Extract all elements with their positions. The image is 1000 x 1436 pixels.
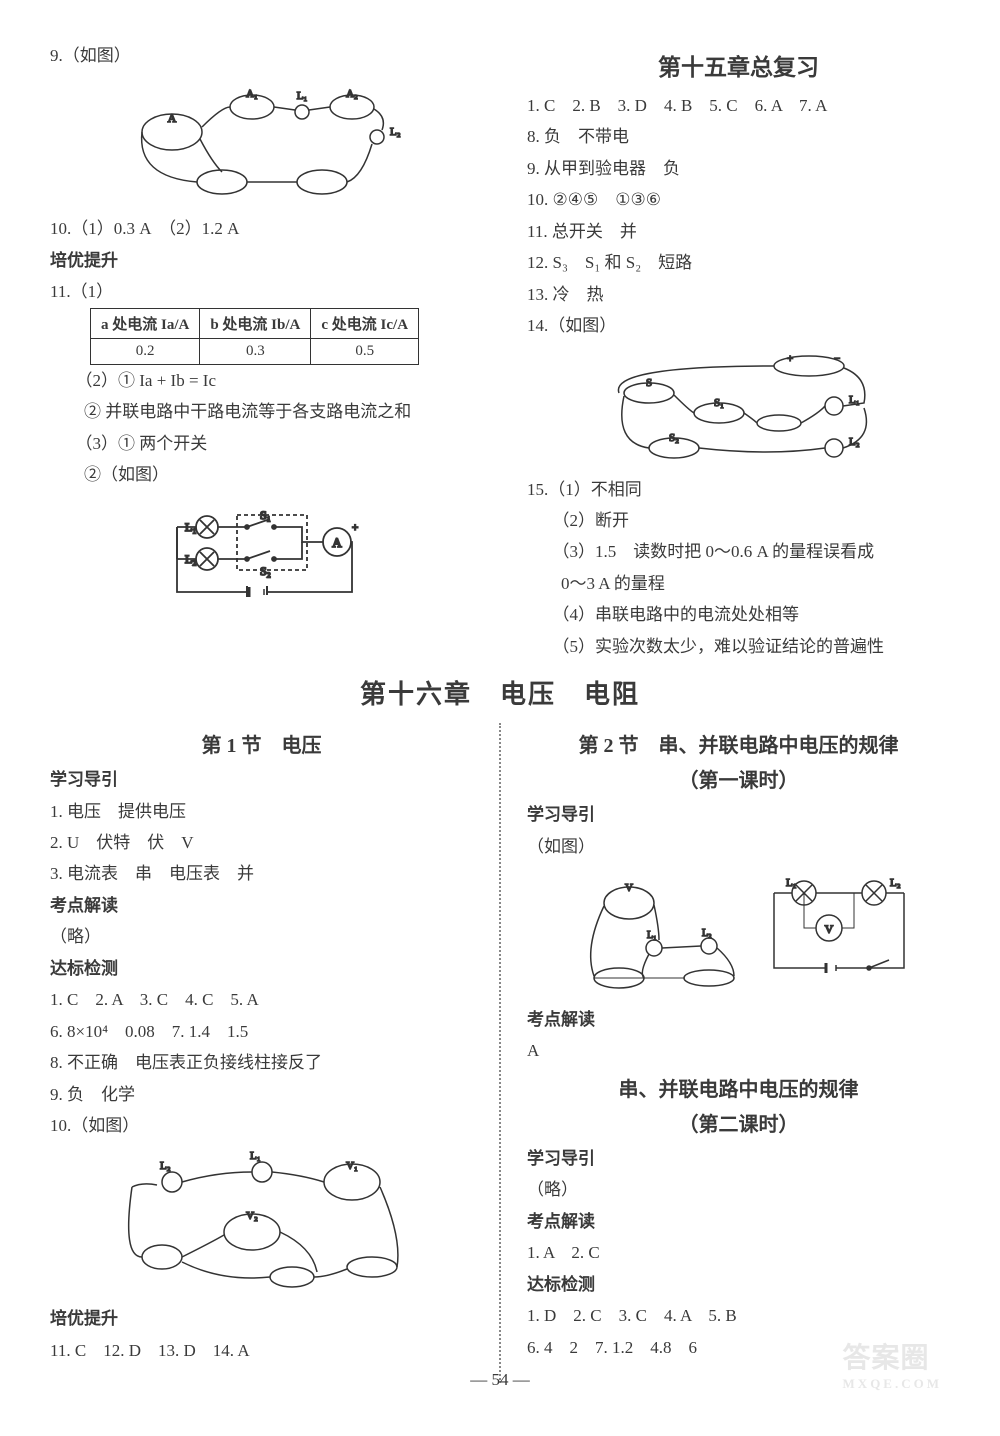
figure-q14-circuit: +− S S₁ S₂ L₁ L₂ <box>527 348 950 468</box>
ll1: 1. 电压 提供电压 <box>50 796 473 827</box>
svg-text:A: A <box>167 111 176 125</box>
q11-1: 11.（1） <box>50 276 473 307</box>
svg-text:L₁: L₁ <box>296 90 307 102</box>
ll2: 2. U 伏特 伏 V <box>50 827 473 858</box>
th-a: a 处电流 Ia/A <box>91 308 200 338</box>
q11-2a: （2）① Ia + Ib = Ic <box>50 365 473 396</box>
ll-h2: 考点解读 <box>50 890 473 921</box>
r6: 12. S₃ S₁ 和 S₂ 短路 <box>527 247 950 278</box>
figure-sec2-circuit: V L₁ L₂ L₁ <box>527 868 950 998</box>
r11: （3）1.5 读数时把 0～0.6 A 的量程误看成 <box>527 536 950 567</box>
r8: 14.（如图） <box>527 310 950 341</box>
ll10: 11. C 12. D 13. D 14. A <box>50 1335 473 1366</box>
svg-text:S₁: S₁ <box>260 508 271 522</box>
svg-text:A: A <box>332 535 342 550</box>
q11-3b: ②（如图） <box>50 459 473 490</box>
ll-h4: 培优提升 <box>50 1303 473 1334</box>
td-b: 0.3 <box>200 338 311 364</box>
lr6: 6. 4 2 7. 1.2 4.8 6 <box>527 1332 950 1363</box>
ll-h3: 达标检测 <box>50 953 473 984</box>
th-c: c 处电流 Ic/A <box>311 308 419 338</box>
lower-left-col: 第 1 节 电压 学习导引 1. 电压 提供电压 2. U 伏特 伏 V 3. … <box>50 723 473 1383</box>
lr5: 1. D 2. C 3. C 4. A 5. B <box>527 1300 950 1331</box>
ll9: 10.（如图） <box>50 1110 473 1141</box>
r9: 15.（1）不相同 <box>527 474 950 505</box>
r7: 13. 冷 热 <box>527 279 950 310</box>
svg-text:A₁: A₁ <box>246 88 258 100</box>
lr-h1: 学习导引 <box>527 799 950 830</box>
lr3: （略） <box>527 1174 950 1205</box>
upper-columns: 9.（如图） A A₁ A₂ L₁ L₂ <box>50 40 950 662</box>
figure-q11-circuit: L₁ L₂ S₁ S₂ A+ <box>50 497 473 607</box>
q10: 10.（1）0.3 A （2）1.2 A <box>50 213 473 244</box>
ll4: （略） <box>50 921 473 952</box>
svg-text:−: − <box>834 353 840 365</box>
ch15-review-title: 第十五章总复习 <box>527 48 950 82</box>
page: 9.（如图） A A₁ A₂ L₁ L₂ <box>50 40 950 1396</box>
td-c: 0.5 <box>311 338 419 364</box>
page-number: — 54 — <box>50 1370 950 1390</box>
sec2-title: 第 2 节 串、并联电路中电压的规律 <box>527 729 950 758</box>
r5: 11. 总开关 并 <box>527 216 950 247</box>
r10: （2）断开 <box>527 505 950 536</box>
svg-text:V: V <box>824 922 833 936</box>
q11-2b: ② 并联电路中干路电流等于各支路电流之和 <box>50 396 473 427</box>
svg-text:+: + <box>787 353 793 365</box>
r14: （5）实验次数太少，难以验证结论的普遍性 <box>527 631 950 662</box>
lr-h3: 学习导引 <box>527 1143 950 1174</box>
r2: 8. 负 不带电 <box>527 121 950 152</box>
td-a: 0.2 <box>91 338 200 364</box>
svg-text:V₁: V₁ <box>346 1160 358 1172</box>
svg-text:A₂: A₂ <box>346 88 358 100</box>
svg-text:S₁: S₁ <box>714 397 724 409</box>
svg-text:L₂: L₂ <box>160 1160 171 1172</box>
lr-h5: 达标检测 <box>527 1269 950 1300</box>
ll5: 1. C 2. A 3. C 4. C 5. A <box>50 984 473 1015</box>
ll6: 6. 8×10⁴ 0.08 7. 1.4 1.5 <box>50 1016 473 1047</box>
ll-h1: 学习导引 <box>50 764 473 795</box>
sec2-title2: 串、并联电路中电压的规律 <box>527 1073 950 1102</box>
lr-h2: 考点解读 <box>527 1004 950 1035</box>
svg-text:L₁: L₁ <box>647 930 657 941</box>
q11-3a: （3）① 两个开关 <box>50 428 473 459</box>
ll7: 8. 不正确 电压表正负接线柱接反了 <box>50 1047 473 1078</box>
svg-text:L₁: L₁ <box>250 1150 261 1162</box>
svg-text:S₂: S₂ <box>669 432 679 444</box>
svg-text:S: S <box>645 377 651 389</box>
svg-text:V: V <box>625 882 633 894</box>
svg-text:L₂: L₂ <box>390 126 401 138</box>
svg-text:L₂: L₂ <box>890 877 901 889</box>
svg-text:V₂: V₂ <box>246 1210 258 1222</box>
ll8: 9. 负 化学 <box>50 1079 473 1110</box>
ll3: 3. 电流表 串 电压表 并 <box>50 858 473 889</box>
q9: 9.（如图） <box>50 40 473 71</box>
lower-columns: 第 1 节 电压 学习导引 1. 电压 提供电压 2. U 伏特 伏 V 3. … <box>50 723 950 1383</box>
lr4: 1. A 2. C <box>527 1237 950 1268</box>
r13: （4）串联电路中的电流处处相等 <box>527 599 950 630</box>
r12: 0～3 A 的量程 <box>527 568 950 599</box>
figure-q9-circuit: A A₁ A₂ L₁ L₂ <box>50 77 473 207</box>
upper-left-col: 9.（如图） A A₁ A₂ L₁ L₂ <box>50 40 473 662</box>
heading-peiyou: 培优提升 <box>50 245 473 276</box>
svg-text:L₁: L₁ <box>786 877 797 889</box>
figure-q10-circuit: L₂ L₁ V₁ V₂ <box>50 1147 473 1297</box>
upper-right-col: 第十五章总复习 1. C 2. B 3. D 4. B 5. C 6. A 7.… <box>527 40 950 662</box>
q11-table: a 处电流 Ia/A b 处电流 Ib/A c 处电流 Ic/A 0.2 0.3… <box>90 308 419 365</box>
svg-text:L₂: L₂ <box>702 928 712 939</box>
lr2: A <box>527 1035 950 1066</box>
lr1: （如图） <box>527 831 950 862</box>
th-b: b 处电流 Ib/A <box>200 308 311 338</box>
r1: 1. C 2. B 3. D 4. B 5. C 6. A 7. A <box>527 90 950 121</box>
svg-text:S₂: S₂ <box>260 564 271 578</box>
sec1-title: 第 1 节 电压 <box>50 729 473 758</box>
chapter-16-title: 第十六章 电压 电阻 <box>50 674 950 711</box>
lower-divider <box>499 723 501 1383</box>
sec2-title-b: （第一课时） <box>527 764 950 793</box>
r4: 10. ②④⑤ ①③⑥ <box>527 184 950 215</box>
svg-text:+: + <box>352 522 358 534</box>
r3: 9. 从甲到验电器 负 <box>527 153 950 184</box>
lr-h4: 考点解读 <box>527 1206 950 1237</box>
lower-right-col: 第 2 节 串、并联电路中电压的规律 （第一课时） 学习导引 （如图） V L₁… <box>527 723 950 1383</box>
sec2-title2b: （第二课时） <box>527 1108 950 1137</box>
